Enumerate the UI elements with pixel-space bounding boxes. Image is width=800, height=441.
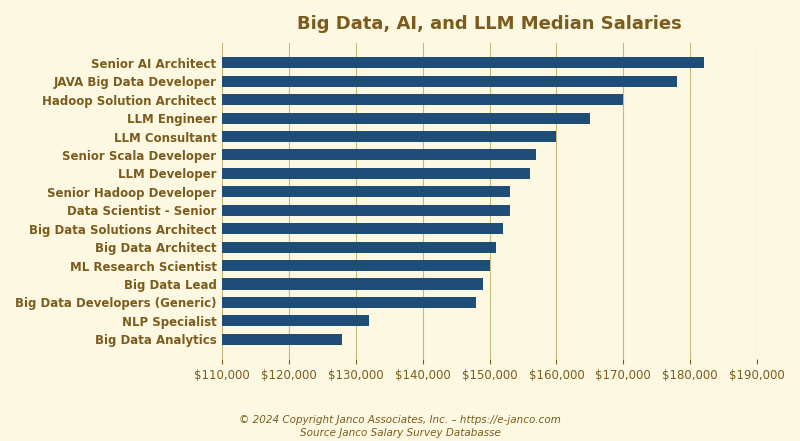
Bar (222, 334, 342, 345)
Bar (222, 242, 496, 253)
Bar (222, 149, 537, 161)
Bar (222, 186, 510, 197)
Bar (222, 278, 483, 289)
Title: Big Data, AI, and LLM Median Salaries: Big Data, AI, and LLM Median Salaries (298, 15, 682, 33)
Bar (222, 297, 476, 308)
Bar (222, 223, 503, 234)
Text: © 2024 Copyright Janco Associates, Inc. – https://e-janco.com: © 2024 Copyright Janco Associates, Inc. … (239, 415, 561, 425)
Bar (222, 168, 530, 179)
Bar (222, 260, 490, 271)
Bar (222, 76, 677, 87)
Bar (222, 57, 704, 68)
Text: Source Janco Salary Survey Databasse: Source Janco Salary Survey Databasse (299, 428, 501, 438)
Bar (222, 205, 510, 216)
Bar (222, 112, 590, 123)
Bar (222, 315, 369, 326)
Bar (222, 94, 623, 105)
Bar (222, 131, 557, 142)
